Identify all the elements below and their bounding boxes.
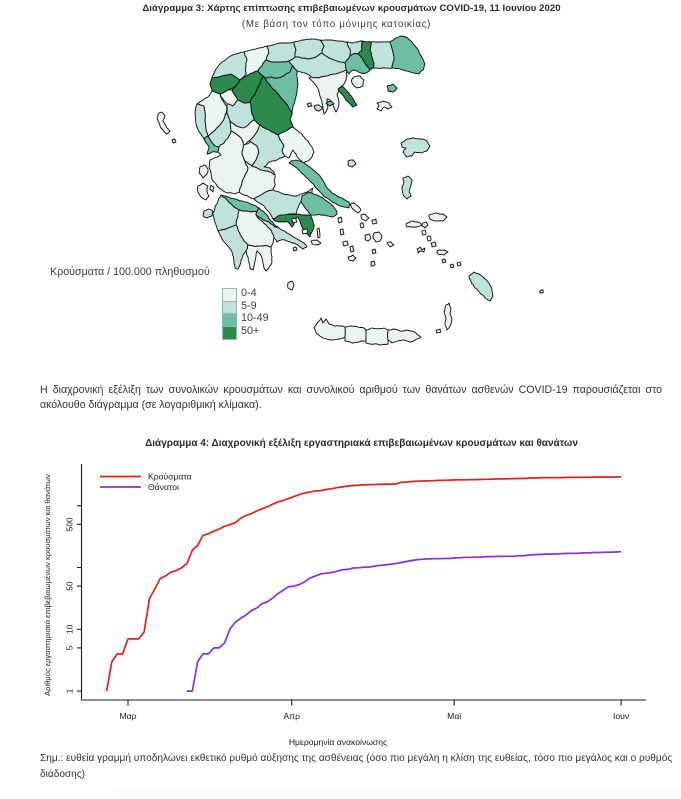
map-region-karpathos [443, 302, 453, 331]
series-cases [105, 475, 622, 692]
map-region-paros [364, 233, 372, 242]
map-legend-title: Κρούσματα / 100.000 πληθυσμού [50, 266, 210, 278]
map-region-evros [389, 35, 426, 75]
x-tick-label-Ιουν: Ιουν [613, 711, 629, 721]
legend-label-50+: 50+ [241, 324, 260, 337]
map-region-kasos [435, 328, 442, 334]
map-region-lasithi [387, 328, 422, 344]
map-region-tinos [360, 213, 370, 222]
map-region-santorini [370, 260, 376, 267]
footnote: Σημ.: ευθεία γραμμή υποδηλώνει εκθετικό … [40, 753, 673, 780]
map-region-syros [359, 222, 365, 229]
map-region-skiathos [306, 102, 313, 108]
map-region-sifnos [349, 245, 355, 253]
chart-legend-label-deaths: Θάνατοι [148, 482, 179, 492]
y-tick-label-5: 5 [65, 645, 75, 650]
map-region-mykonos [371, 218, 378, 225]
map-region-lefkada [198, 164, 209, 179]
map-region-kythnos [339, 228, 345, 236]
x-tick-label-Απρ: Απρ [283, 711, 300, 721]
map-region-east_attica [300, 192, 338, 218]
map-region-lemnos [376, 100, 393, 112]
map-region-rethymno [344, 325, 367, 344]
map-region-kalymnos [430, 241, 437, 248]
next-section-band [115, 789, 681, 799]
chart-legend-label-cases: Κρούσματα [148, 472, 192, 482]
map-region-preveza [203, 135, 220, 155]
map-region-zakynthos [202, 208, 214, 219]
greece-choropleth-map [156, 35, 544, 346]
series-deaths [187, 550, 622, 692]
map-figure-subtitle: (Με βάση τον τόπο μόνιμης κατοικίας) [241, 19, 432, 30]
map-region-serifos [342, 240, 349, 247]
map-region-athos [337, 85, 358, 108]
map-region-attica [272, 213, 315, 238]
map-region-salamina [291, 217, 298, 224]
map-region-alonnisos [325, 100, 335, 107]
legend-label-0-4: 0-4 [241, 287, 257, 299]
map-region-fourni [421, 221, 429, 229]
map-region-chania [313, 317, 346, 341]
map-region-hydra [310, 239, 322, 246]
map-region-thasos [351, 75, 365, 89]
legend-swatch-50+ [222, 325, 237, 340]
map-region-leros [426, 235, 432, 242]
map-region-kea [337, 216, 343, 224]
map-region-samos [428, 212, 448, 222]
map-region-makronisos [316, 227, 321, 239]
line-chart: 1 5 10 50 500 Μαρ Απρ Μαϊ Ιουν Ημερομηνία ανακοίν… [43, 464, 646, 747]
map-region-ithaki [209, 184, 215, 193]
chart-title: Διάγραμμα 4: Διαχρονική εξέλιξη εργαστηρ… [145, 438, 578, 449]
map-region-patmos [421, 229, 427, 236]
map-region-nisyros [441, 258, 447, 264]
map-region-ikaria [405, 220, 423, 228]
map-region-amorgos [386, 241, 395, 248]
map-region-astypalaia [416, 246, 426, 254]
map-region-kos [436, 249, 449, 256]
map-region-kythira [287, 280, 295, 291]
y-axis-title: Αριθμός εργαστηριακά επιβεβαιωμένων κρου… [43, 474, 52, 696]
legend-label-10-49: 10-49 [241, 312, 269, 325]
map-region-milos [347, 254, 357, 262]
map-region-naxos [372, 231, 383, 243]
map-region-skopelos [313, 104, 324, 112]
map-region-paxoi [171, 138, 177, 144]
y-tick-label-500: 500 [65, 517, 75, 531]
map-region-skyros [347, 159, 357, 168]
map-region-andros [349, 202, 362, 214]
x-tick-label-Μαρ: Μαρ [119, 711, 136, 721]
map-region-messenia [217, 224, 249, 270]
map-region-ios [371, 248, 377, 255]
y-tick-label-1: 1 [65, 688, 75, 693]
map-region-laconia [245, 244, 273, 272]
x-tick-label-Μαϊ: Μαϊ [447, 711, 462, 721]
map-regions-group [156, 35, 544, 346]
map-region-phthiotis [248, 124, 286, 176]
map-region-chalkidiki [308, 69, 348, 115]
map-region-heraklion [365, 327, 389, 346]
map-figure-title: Διάγραμμα 3: Χάρτης επίπτωσης επιβεβαιωμ… [142, 3, 561, 14]
legend-label-5-9: 5-9 [241, 299, 257, 312]
map-region-tilos [449, 263, 455, 269]
map-region-chios [401, 175, 413, 200]
map-region-symi [456, 261, 462, 267]
map-region-lesbos [400, 137, 431, 158]
map-region-aegina [301, 228, 309, 235]
y-tick-label-50: 50 [65, 581, 75, 591]
map-region-rhodes [468, 271, 494, 302]
map-region-samothraki [386, 83, 398, 93]
x-axis-title: Ημερομηνία ανακοίνωσης [289, 737, 387, 747]
map-region-spetses [292, 246, 298, 252]
map-region-rhodope [369, 41, 395, 69]
map-region-kefalonia [197, 182, 210, 201]
y-tick-label-10: 10 [65, 624, 75, 634]
map-region-kastellorizo [539, 289, 544, 294]
map-region-evia [288, 159, 351, 209]
map-region-corfu [156, 111, 171, 135]
body-paragraph: Η διαχρονική εξέλιξη των συνολικών κρουσ… [40, 384, 662, 411]
